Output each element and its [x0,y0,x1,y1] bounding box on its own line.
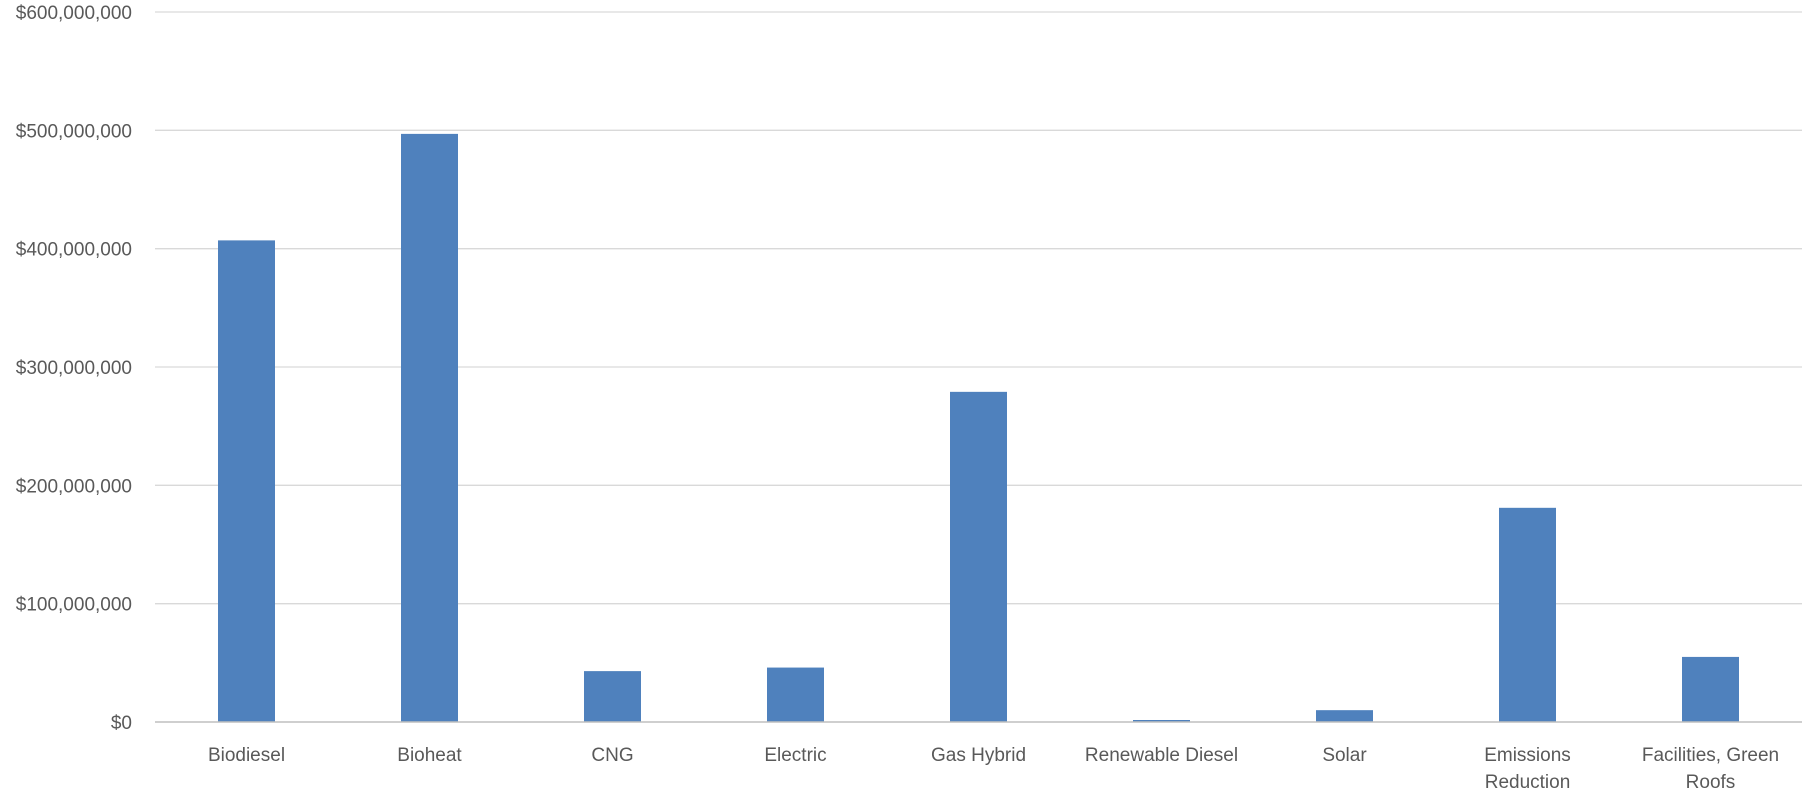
bar [1316,710,1373,722]
x-category-label: Facilities, Green Roofs [1642,745,1779,793]
bar [1499,507,1556,722]
x-category-label: Solar [1322,745,1367,766]
x-category-label: Electric [764,745,826,766]
bar [1682,656,1739,722]
bar [584,671,641,722]
bar [767,667,824,722]
y-tick-label: $400,000,000 [16,240,132,261]
y-tick-label: $0 [111,713,132,734]
y-tick-label: $600,000,000 [16,3,132,24]
bar [218,240,275,722]
y-tick-label: $200,000,000 [16,476,132,497]
bar [950,391,1007,722]
y-axis-tick-labels: $0 $100,000,000 $200,000,000 $300,000,000 $4… [16,3,132,734]
x-category-label: Bioheat [397,745,462,766]
x-axis-category-labels: Biodiesel Bioheat CNG Electric Gas Hybrid Ren… [208,745,1779,793]
x-category-label: CNG [591,745,633,766]
x-category-label: Renewable Diesel [1085,745,1238,766]
x-category-label: Gas Hybrid [931,745,1026,766]
bar [1133,720,1190,722]
bar [401,133,458,723]
x-category-label: Biodiesel [208,745,285,766]
x-category-label: Emissions Reduction [1484,745,1571,793]
y-tick-label: $100,000,000 [16,595,132,616]
y-tick-label: $300,000,000 [16,358,132,379]
bars [218,133,1739,723]
y-tick-label: $500,000,000 [16,121,132,142]
